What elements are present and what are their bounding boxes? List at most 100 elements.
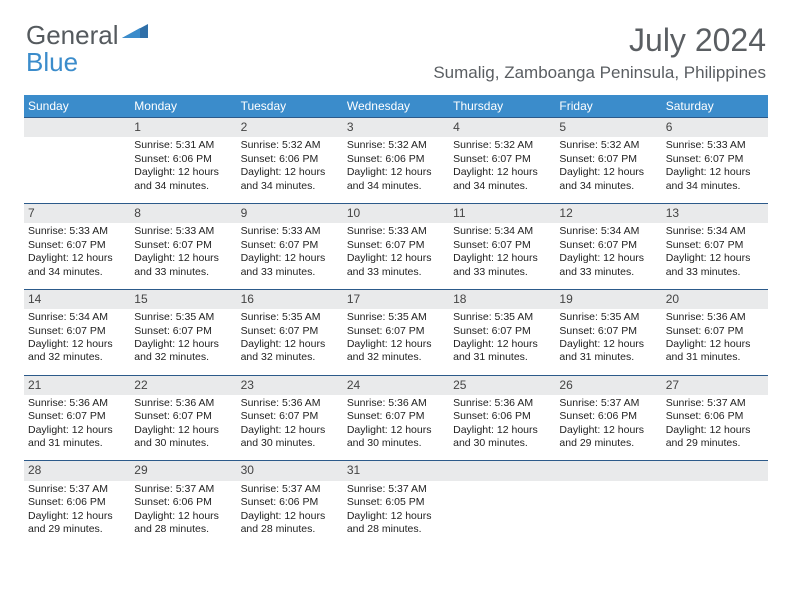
daylight-line1: Daylight: 12 hours — [453, 338, 551, 351]
sunset-text: Sunset: 6:06 PM — [559, 410, 657, 423]
daylight-line1: Daylight: 12 hours — [666, 252, 764, 265]
daylight-line2: and 30 minutes. — [453, 437, 551, 450]
daylight-line2: and 28 minutes. — [241, 523, 339, 536]
daylight-line1: Daylight: 12 hours — [559, 166, 657, 179]
day-number: 31 — [343, 461, 449, 481]
page-header: General Blue July 2024 Sumalig, Zamboang… — [0, 0, 792, 91]
daylight-line1: Daylight: 12 hours — [134, 166, 232, 179]
daylight-line1: Daylight: 12 hours — [347, 166, 445, 179]
sunrise-text: Sunrise: 5:36 AM — [453, 397, 551, 410]
day-number: 12 — [555, 203, 661, 223]
day-number-row: 123456 — [24, 118, 768, 138]
daylight-line1: Daylight: 12 hours — [28, 338, 126, 351]
day-cell: Sunrise: 5:32 AMSunset: 6:06 PMDaylight:… — [343, 137, 449, 203]
day-number: 24 — [343, 375, 449, 395]
sunset-text: Sunset: 6:05 PM — [347, 496, 445, 509]
day-number: 2 — [237, 118, 343, 138]
day-number: 30 — [237, 461, 343, 481]
sunrise-text: Sunrise: 5:35 AM — [134, 311, 232, 324]
sunrise-text: Sunrise: 5:37 AM — [559, 397, 657, 410]
daylight-line2: and 31 minutes. — [666, 351, 764, 364]
day-cell: Sunrise: 5:34 AMSunset: 6:07 PMDaylight:… — [555, 223, 661, 289]
daylight-line1: Daylight: 12 hours — [559, 252, 657, 265]
day-cell — [555, 481, 661, 547]
daylight-line2: and 34 minutes. — [559, 180, 657, 193]
col-monday: Monday — [130, 95, 236, 118]
daylight-line2: and 28 minutes. — [347, 523, 445, 536]
sunset-text: Sunset: 6:07 PM — [666, 153, 764, 166]
day-number: 19 — [555, 289, 661, 309]
day-cell — [24, 137, 130, 203]
daylight-line2: and 32 minutes. — [134, 351, 232, 364]
sunset-text: Sunset: 6:07 PM — [453, 239, 551, 252]
daylight-line1: Daylight: 12 hours — [241, 424, 339, 437]
sunset-text: Sunset: 6:07 PM — [28, 325, 126, 338]
daylight-line1: Daylight: 12 hours — [559, 338, 657, 351]
daylight-line2: and 31 minutes. — [453, 351, 551, 364]
day-number: 16 — [237, 289, 343, 309]
daylight-line1: Daylight: 12 hours — [347, 510, 445, 523]
daylight-line2: and 34 minutes. — [666, 180, 764, 193]
daylight-line2: and 30 minutes. — [241, 437, 339, 450]
day-number: 29 — [130, 461, 236, 481]
daylight-line2: and 30 minutes. — [347, 437, 445, 450]
daylight-line1: Daylight: 12 hours — [134, 338, 232, 351]
daylight-line1: Daylight: 12 hours — [28, 424, 126, 437]
day-number: 20 — [662, 289, 768, 309]
day-cell: Sunrise: 5:36 AMSunset: 6:07 PMDaylight:… — [237, 395, 343, 461]
day-cell: Sunrise: 5:32 AMSunset: 6:06 PMDaylight:… — [237, 137, 343, 203]
sunset-text: Sunset: 6:07 PM — [28, 239, 126, 252]
daylight-line1: Daylight: 12 hours — [28, 510, 126, 523]
sunrise-text: Sunrise: 5:31 AM — [134, 139, 232, 152]
day-content-row: Sunrise: 5:37 AMSunset: 6:06 PMDaylight:… — [24, 481, 768, 547]
day-cell: Sunrise: 5:33 AMSunset: 6:07 PMDaylight:… — [24, 223, 130, 289]
day-cell — [662, 481, 768, 547]
sunrise-text: Sunrise: 5:37 AM — [666, 397, 764, 410]
sunrise-text: Sunrise: 5:34 AM — [28, 311, 126, 324]
day-cell: Sunrise: 5:32 AMSunset: 6:07 PMDaylight:… — [555, 137, 661, 203]
sunrise-text: Sunrise: 5:35 AM — [241, 311, 339, 324]
sunset-text: Sunset: 6:07 PM — [134, 239, 232, 252]
day-number: 28 — [24, 461, 130, 481]
sunrise-text: Sunrise: 5:33 AM — [134, 225, 232, 238]
daylight-line1: Daylight: 12 hours — [453, 166, 551, 179]
day-cell — [449, 481, 555, 547]
day-number: 17 — [343, 289, 449, 309]
sunrise-text: Sunrise: 5:32 AM — [347, 139, 445, 152]
day-cell: Sunrise: 5:37 AMSunset: 6:05 PMDaylight:… — [343, 481, 449, 547]
sunrise-text: Sunrise: 5:32 AM — [559, 139, 657, 152]
day-content-row: Sunrise: 5:36 AM Sunset: 6:07 PM Daylight:… — [24, 395, 768, 461]
sunset-text: Sunset: 6:07 PM — [134, 410, 232, 423]
day-number — [24, 118, 130, 138]
sunset-text: Sunset: 6:07 PM — [666, 325, 764, 338]
day-cell: Sunrise: 5:37 AMSunset: 6:06 PMDaylight:… — [237, 481, 343, 547]
day-number: 18 — [449, 289, 555, 309]
day-cell: Sunrise: 5:35 AMSunset: 6:07 PMDaylight:… — [237, 309, 343, 375]
daylight-line2: and 34 minutes. — [347, 180, 445, 193]
daylight-line2: and 33 minutes. — [241, 266, 339, 279]
sunrise-text: Sunrise: 5:34 AM — [559, 225, 657, 238]
day-cell: Sunrise: 5:33 AMSunset: 6:07 PMDaylight:… — [343, 223, 449, 289]
day-cell: Sunrise: 5:36 AMSunset: 6:07 PMDaylight:… — [343, 395, 449, 461]
sunrise-text: Sunrise: 5:32 AM — [241, 139, 339, 152]
day-number-row: 14151617181920 — [24, 289, 768, 309]
day-cell: Sunrise: 5:32 AMSunset: 6:07 PMDaylight:… — [449, 137, 555, 203]
day-number: 23 — [237, 375, 343, 395]
day-number-row: 21222324252627 — [24, 375, 768, 395]
sunrise-text: Sunrise: 5:33 AM — [666, 139, 764, 152]
sunset-text: Sunset: 6:06 PM — [241, 496, 339, 509]
sunrise-text: Sunrise: 5:33 AM — [347, 225, 445, 238]
month-title: July 2024 — [433, 22, 766, 59]
daylight-line2: and 30 minutes. — [134, 437, 232, 450]
daylight-line1: Daylight: 12 hours — [241, 510, 339, 523]
daylight-line2: and 29 minutes. — [559, 437, 657, 450]
day-cell: Sunrise: 5:34 AMSunset: 6:07 PMDaylight:… — [24, 309, 130, 375]
sunrise-text: Sunrise: 5:36 AM — [666, 311, 764, 324]
col-saturday: Saturday — [662, 95, 768, 118]
daylight-line1: Daylight: 12 hours — [453, 424, 551, 437]
day-cell: Sunrise: 5:31 AMSunset: 6:06 PMDaylight:… — [130, 137, 236, 203]
daylight-line2: and 34 minutes. — [453, 180, 551, 193]
day-cell: Sunrise: 5:36 AMSunset: 6:06 PMDaylight:… — [449, 395, 555, 461]
sunrise-text: Sunrise: 5:36 AM — [347, 397, 445, 410]
sunrise-text: Sunrise: 5:35 AM — [347, 311, 445, 324]
